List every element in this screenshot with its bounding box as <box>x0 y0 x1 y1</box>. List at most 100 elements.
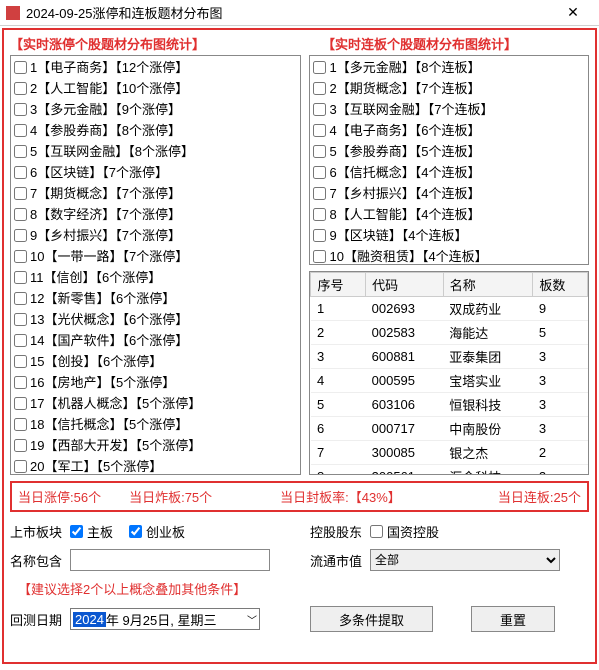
list-item[interactable]: 15【创投】【6个涨停】 <box>12 351 299 372</box>
list-item-checkbox[interactable] <box>14 61 27 74</box>
list-item-checkbox[interactable] <box>14 355 27 368</box>
table-row[interactable]: 6000717中南股份3 <box>311 417 588 441</box>
date-picker[interactable]: 2024 年 9月25日, 星期三 ﹀ <box>70 608 260 630</box>
list-item-checkbox[interactable] <box>14 250 27 263</box>
list-item-checkbox[interactable] <box>313 61 326 74</box>
stat-consec: 当日连板:25个 <box>498 487 581 506</box>
consec-listbox[interactable]: 1【多元金融】【8个连板】2【期货概念】【7个连板】3【互联网金融】【7个连板】… <box>309 55 589 265</box>
list-item[interactable]: 1【电子商务】【12个涨停】 <box>12 57 299 78</box>
list-item[interactable]: 6【信托概念】【4个连板】 <box>311 162 587 183</box>
list-item-checkbox[interactable] <box>14 460 27 473</box>
list-item-checkbox[interactable] <box>14 208 27 221</box>
list-item-checkbox[interactable] <box>14 334 27 347</box>
list-item-label: 5【参股券商】【5个连板】 <box>329 142 480 161</box>
table-row[interactable]: 3600881亚泰集团3 <box>311 345 588 369</box>
table-row[interactable]: 7300085银之杰2 <box>311 441 588 465</box>
list-item-checkbox[interactable] <box>313 145 326 158</box>
table-header[interactable]: 序号 <box>311 273 366 297</box>
list-item-label: 11【信创】【6个涨停】 <box>30 268 161 287</box>
list-item-checkbox[interactable] <box>14 376 27 389</box>
main-board-input[interactable] <box>70 525 83 538</box>
app-icon <box>6 6 20 20</box>
list-item[interactable]: 5【参股券商】【5个连板】 <box>311 141 587 162</box>
list-item-label: 10【融资租赁】【4个连板】 <box>329 247 487 265</box>
backtest-date-label: 回测日期 <box>10 610 70 629</box>
list-item[interactable]: 7【期货概念】【7个涨停】 <box>12 183 299 204</box>
reset-button[interactable]: 重置 <box>471 606 555 632</box>
list-item-checkbox[interactable] <box>313 229 326 242</box>
titlebar: 2024-09-25涨停和连板题材分布图 ✕ <box>0 0 599 26</box>
table-header[interactable]: 名称 <box>443 273 533 297</box>
close-button[interactable]: ✕ <box>553 0 593 26</box>
list-item-label: 2【期货概念】【7个连板】 <box>329 79 480 98</box>
list-item-checkbox[interactable] <box>14 292 27 305</box>
list-item[interactable]: 1【多元金融】【8个连板】 <box>311 57 587 78</box>
list-item[interactable]: 8【人工智能】【4个连板】 <box>311 204 587 225</box>
list-item-checkbox[interactable] <box>313 82 326 95</box>
list-item-checkbox[interactable] <box>14 439 27 452</box>
list-item[interactable]: 2【人工智能】【10个涨停】 <box>12 78 299 99</box>
list-item-checkbox[interactable] <box>313 124 326 137</box>
list-item[interactable]: 8【数字经济】【7个涨停】 <box>12 204 299 225</box>
controls-panel: 上市板块 主板 创业板 控股股东 国资控股 名称包含 <box>10 522 589 632</box>
gem-board-checkbox[interactable]: 创业板 <box>129 522 185 541</box>
list-item[interactable]: 10【一带一路】【7个涨停】 <box>12 246 299 267</box>
main-board-checkbox[interactable]: 主板 <box>70 522 113 541</box>
table-row[interactable]: 5603106恒银科技3 <box>311 393 588 417</box>
list-item[interactable]: 4【电子商务】【6个连板】 <box>311 120 587 141</box>
list-item[interactable]: 12【新零售】【6个涨停】 <box>12 288 299 309</box>
list-item[interactable]: 6【区块链】【7个涨停】 <box>12 162 299 183</box>
list-item-checkbox[interactable] <box>14 82 27 95</box>
list-item[interactable]: 2【期货概念】【7个连板】 <box>311 78 587 99</box>
list-item[interactable]: 9【区块链】【4个连板】 <box>311 225 587 246</box>
list-item[interactable]: 3【互联网金融】【7个连板】 <box>311 99 587 120</box>
list-item-checkbox[interactable] <box>14 397 27 410</box>
name-contains-input[interactable] <box>70 549 270 571</box>
float-mktcap-select[interactable]: 全部 <box>370 549 560 571</box>
stock-table-box[interactable]: 序号代码名称板数 1002693双成药业92002583海能达53600881亚… <box>309 271 589 475</box>
list-item-checkbox[interactable] <box>14 418 27 431</box>
list-item-checkbox[interactable] <box>14 187 27 200</box>
table-header[interactable]: 代码 <box>366 273 444 297</box>
list-item-checkbox[interactable] <box>14 229 27 242</box>
list-item[interactable]: 13【光伏概念】【6个涨停】 <box>12 309 299 330</box>
list-item-checkbox[interactable] <box>14 313 27 326</box>
extract-button[interactable]: 多条件提取 <box>310 606 433 632</box>
list-item-label: 3【多元金融】【9个涨停】 <box>30 100 181 119</box>
list-item[interactable]: 10【融资租赁】【4个连板】 <box>311 246 587 265</box>
main-board-label: 主板 <box>87 522 113 541</box>
list-item-checkbox[interactable] <box>14 145 27 158</box>
limit-up-listbox[interactable]: 1【电子商务】【12个涨停】2【人工智能】【10个涨停】3【多元金融】【9个涨停… <box>10 55 301 475</box>
list-item-checkbox[interactable] <box>14 103 27 116</box>
table-row[interactable]: 8300561汇金科技2 <box>311 465 588 476</box>
list-item[interactable]: 20【军工】【5个涨停】 <box>12 456 299 475</box>
list-item[interactable]: 18【信托概念】【5个涨停】 <box>12 414 299 435</box>
list-item-checkbox[interactable] <box>14 271 27 284</box>
table-row[interactable]: 2002583海能达5 <box>311 321 588 345</box>
list-item-checkbox[interactable] <box>313 187 326 200</box>
list-item-checkbox[interactable] <box>313 250 326 263</box>
list-item[interactable]: 7【乡村振兴】【4个连板】 <box>311 183 587 204</box>
list-item-checkbox[interactable] <box>14 124 27 137</box>
list-item[interactable]: 5【互联网金融】【8个涨停】 <box>12 141 299 162</box>
list-item-label: 7【期货概念】【7个涨停】 <box>30 184 181 203</box>
list-item[interactable]: 19【西部大开发】【5个涨停】 <box>12 435 299 456</box>
table-header[interactable]: 板数 <box>533 273 588 297</box>
list-item[interactable]: 4【参股券商】【8个涨停】 <box>12 120 299 141</box>
list-item[interactable]: 9【乡村振兴】【7个涨停】 <box>12 225 299 246</box>
state-owned-input[interactable] <box>370 525 383 538</box>
table-row[interactable]: 4000595宝塔实业3 <box>311 369 588 393</box>
list-item-checkbox[interactable] <box>313 166 326 179</box>
list-item[interactable]: 3【多元金融】【9个涨停】 <box>12 99 299 120</box>
list-item[interactable]: 14【国产软件】【6个涨停】 <box>12 330 299 351</box>
list-item-checkbox[interactable] <box>14 166 27 179</box>
state-owned-checkbox[interactable]: 国资控股 <box>370 522 439 541</box>
list-item[interactable]: 16【房地产】【5个涨停】 <box>12 372 299 393</box>
table-cell: 2 <box>311 321 366 345</box>
list-item[interactable]: 17【机器人概念】【5个涨停】 <box>12 393 299 414</box>
table-row[interactable]: 1002693双成药业9 <box>311 297 588 321</box>
list-item[interactable]: 11【信创】【6个涨停】 <box>12 267 299 288</box>
gem-board-input[interactable] <box>129 525 142 538</box>
list-item-checkbox[interactable] <box>313 208 326 221</box>
list-item-checkbox[interactable] <box>313 103 326 116</box>
